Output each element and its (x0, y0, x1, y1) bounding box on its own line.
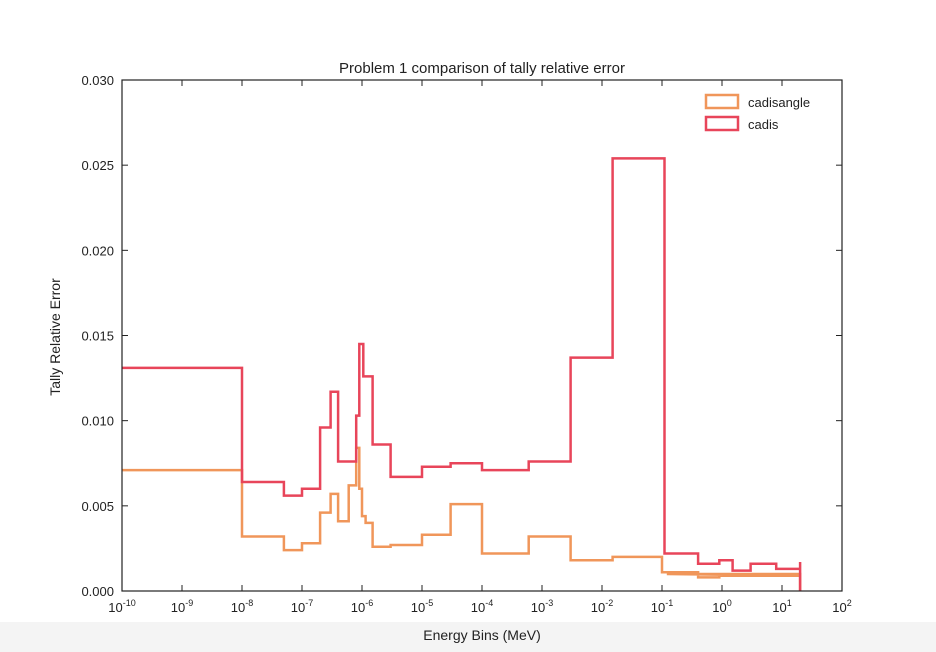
x-tick-label: 10-8 (231, 598, 253, 615)
y-tick-label: 0.005 (81, 499, 114, 514)
legend-label-cadisangle: cadisangle (748, 95, 810, 110)
plot-frame (121, 79, 843, 592)
legend-swatch-cadisangle (704, 93, 740, 110)
bottom-band (0, 622, 936, 652)
x-tick-label: 10-5 (411, 598, 433, 615)
x-tick-label: 10-6 (351, 598, 373, 615)
x-tick-label: 10-4 (471, 598, 493, 615)
x-tick-label: 100 (712, 598, 731, 615)
x-tick-label: 10-9 (171, 598, 193, 615)
x-tick-label: 10-7 (291, 598, 313, 615)
x-axis-label: Energy Bins (MeV) (423, 627, 540, 643)
x-tick-label: 10-1 (651, 598, 673, 615)
x-tick-label: 10-2 (591, 598, 613, 615)
x-tick-label: 10-3 (531, 598, 553, 615)
y-tick-label: 0.010 (81, 414, 114, 429)
chart-title: Problem 1 comparison of tally relative e… (339, 60, 625, 77)
y-tick-label: 0.000 (81, 584, 114, 599)
legend: cadisangle cadis (704, 93, 810, 132)
legend-swatch-cadis (704, 115, 740, 132)
y-tick-label: 0.025 (81, 158, 114, 173)
y-axis-label: Tally Relative Error (47, 278, 63, 396)
series-lines (122, 157, 802, 591)
axis-ticks: 10-10 10-9 10-8 10-7 10-6 10-5 10-4 10-3 10-2 10-… (81, 73, 851, 615)
series-line-cadisangle (122, 446, 802, 591)
series-line-cadis (122, 157, 802, 591)
legend-label-cadis: cadis (748, 117, 779, 132)
x-tick-label: 102 (832, 598, 851, 615)
y-tick-label: 0.020 (81, 243, 114, 258)
y-tick-label: 0.030 (81, 73, 114, 88)
y-tick-label: 0.015 (81, 329, 114, 344)
x-tick-label: 101 (772, 598, 791, 615)
x-tick-label: 10-10 (108, 598, 135, 615)
